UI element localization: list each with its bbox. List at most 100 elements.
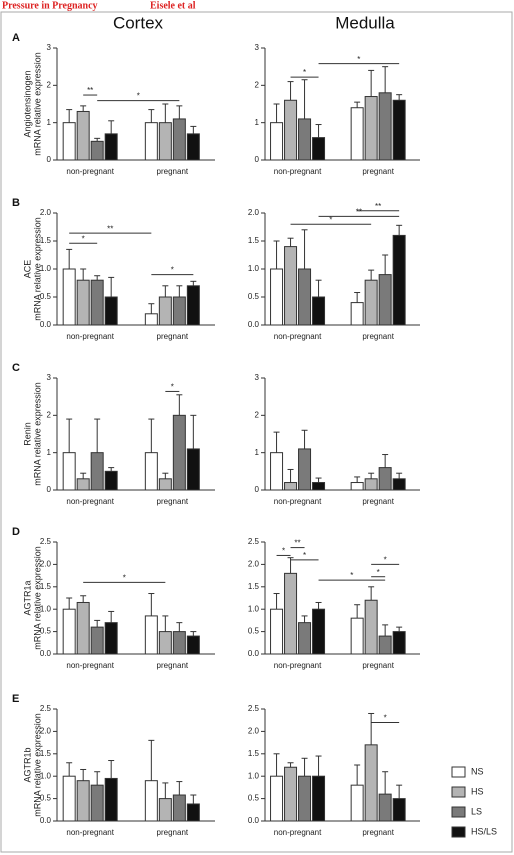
bar (76, 478, 90, 491)
y-tick-label: 1.5 (40, 236, 52, 245)
significance-label: * (303, 68, 306, 77)
bar (158, 798, 172, 822)
bar (90, 452, 104, 491)
column-title: Medulla (335, 13, 395, 32)
bar (90, 784, 104, 822)
y-tick-label: 1.0 (248, 264, 260, 273)
bar (298, 775, 312, 822)
y-tick-label: 0.0 (248, 649, 260, 658)
x-tick-label: pregnant (362, 828, 394, 837)
panel-letter: C (12, 362, 20, 374)
bar (298, 448, 312, 491)
x-tick-label: pregnant (157, 497, 189, 506)
x-tick-label: pregnant (362, 497, 394, 506)
bar (284, 482, 298, 491)
y-tick-label: 2.5 (248, 537, 260, 546)
legend-swatch (451, 806, 466, 818)
bar (378, 92, 392, 161)
x-tick-label: non-pregnant (274, 497, 322, 506)
bar (392, 798, 406, 822)
bar (364, 279, 378, 326)
bar (186, 285, 200, 326)
y-tick-label: 3 (255, 373, 260, 382)
significance-label: ** (107, 224, 113, 233)
legend-label: NS (471, 766, 484, 776)
y-axis-label: mRNA relative expression (32, 713, 42, 817)
bar (104, 622, 118, 655)
bar (392, 478, 406, 491)
y-tick-label: 0 (47, 155, 52, 164)
y-tick-label: 2.5 (40, 704, 52, 713)
x-tick-label: non-pregnant (66, 167, 114, 176)
bar (350, 617, 364, 655)
bar (158, 122, 172, 161)
bar (62, 452, 76, 491)
significance-label: * (384, 714, 387, 723)
y-tick-label: 1.5 (248, 582, 260, 591)
bar (312, 296, 326, 326)
y-axis-label: mRNA relative expression (32, 217, 42, 321)
significance-label: * (377, 568, 380, 577)
bar (62, 122, 76, 161)
bar (298, 118, 312, 161)
bar (298, 622, 312, 655)
bar (62, 608, 76, 655)
bar (186, 635, 200, 655)
bar (270, 452, 284, 491)
bar (378, 793, 392, 822)
bar (104, 133, 118, 161)
bar (312, 608, 326, 655)
bar (158, 631, 172, 655)
bar (312, 137, 326, 161)
y-tick-label: 2.5 (40, 537, 52, 546)
y-tick-label: 0 (255, 485, 260, 494)
y-tick-label: 2.0 (40, 208, 52, 217)
y-axis-label: mRNA relative expression (32, 52, 42, 156)
bar (270, 122, 284, 161)
legend-label: LS (471, 806, 482, 816)
y-tick-label: 1.0 (248, 771, 260, 780)
x-tick-label: non-pregnant (274, 828, 322, 837)
bar (284, 766, 298, 822)
y-tick-label: 2.0 (248, 727, 260, 736)
y-tick-label: 0.0 (40, 649, 52, 658)
frame (0, 11, 513, 853)
bar (270, 608, 284, 655)
y-tick-label: 2 (255, 80, 260, 89)
y-tick-label: 1.0 (40, 604, 52, 613)
significance-label: * (82, 234, 85, 243)
y-tick-label: 0.0 (248, 816, 260, 825)
y-tick-label: 2 (47, 80, 52, 89)
y-tick-label: 0 (47, 485, 52, 494)
bar (172, 118, 186, 161)
bar (144, 615, 158, 655)
bar (90, 279, 104, 326)
bar (76, 110, 90, 161)
y-tick-label: 2 (47, 410, 52, 419)
significance-label: * (303, 551, 306, 560)
significance-label: * (123, 573, 126, 582)
bar (172, 296, 186, 326)
y-axis-label: AGTR1a (22, 580, 32, 615)
y-tick-label: 3 (47, 43, 52, 52)
legend-label: HS/LS (471, 826, 497, 836)
x-tick-label: non-pregnant (66, 828, 114, 837)
y-axis-label: ACE (22, 260, 32, 279)
legend-swatch (451, 766, 466, 778)
bar (104, 470, 118, 491)
significance-label: ** (87, 86, 93, 95)
y-tick-label: 0.0 (40, 816, 52, 825)
y-tick-label: 2.5 (248, 704, 260, 713)
y-tick-label: 1.5 (40, 749, 52, 758)
bar (350, 107, 364, 161)
legend-label: HS (471, 786, 484, 796)
significance-label: * (384, 556, 387, 565)
significance-label: * (350, 571, 353, 580)
x-tick-label: pregnant (362, 332, 394, 341)
x-tick-label: pregnant (157, 332, 189, 341)
header-title: Pressure in Pregnancy (2, 0, 98, 11)
bar (186, 448, 200, 491)
significance-label: ** (375, 202, 381, 211)
y-tick-label: 1 (255, 118, 260, 127)
bar (144, 122, 158, 161)
